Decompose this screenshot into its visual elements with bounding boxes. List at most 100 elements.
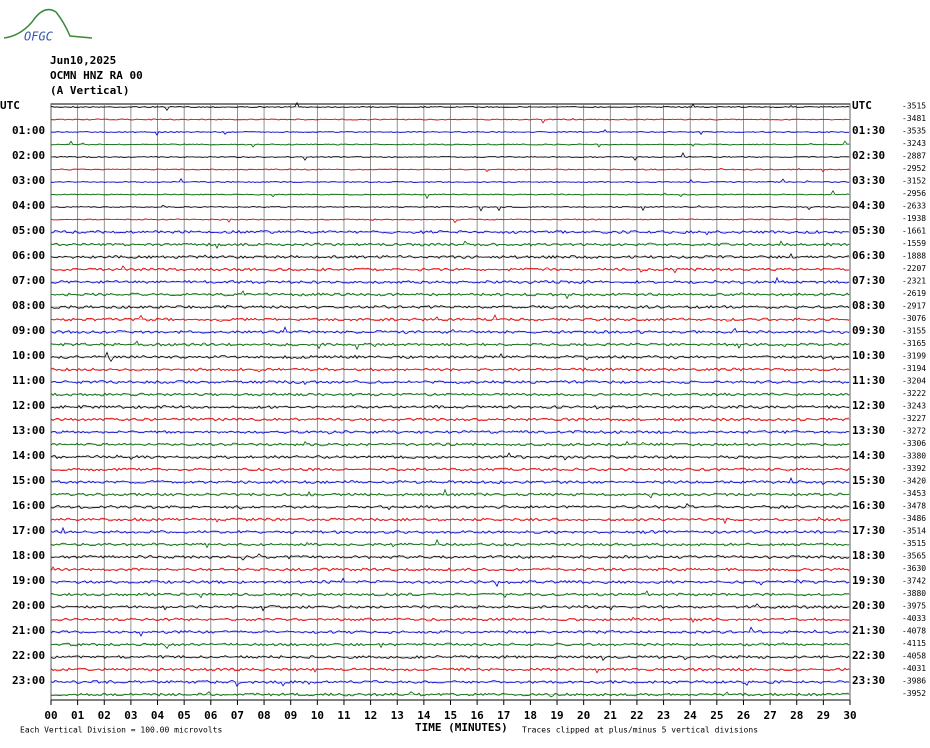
- trace-mean: -3952: [902, 689, 926, 698]
- right-time-label: 17:30: [852, 524, 885, 537]
- trace: [50, 218, 850, 224]
- right-time-label: 10:30: [852, 349, 885, 362]
- left-time-label: 10:00: [12, 349, 45, 362]
- x-tick-label: 26: [737, 709, 751, 722]
- logo-text: OFGC: [24, 30, 54, 44]
- left-time-label: 18:00: [12, 549, 45, 562]
- x-tick-label: 09: [284, 709, 297, 722]
- trace: [50, 655, 850, 662]
- trace: [50, 190, 850, 200]
- x-tick-label: 20: [577, 709, 590, 722]
- right-time-label: 20:30: [852, 599, 885, 612]
- left-time-label: 09:00: [12, 324, 45, 337]
- left-time-label: 08:00: [12, 299, 45, 312]
- trace: [50, 538, 850, 549]
- left-time-label: 16:00: [12, 499, 45, 512]
- trace: [50, 488, 850, 499]
- trace: [51, 691, 850, 698]
- trace: [50, 603, 850, 612]
- right-time-label: 04:30: [852, 199, 885, 212]
- trace: [50, 404, 850, 410]
- x-tick-label: 10: [311, 709, 324, 722]
- trace: [50, 265, 849, 274]
- x-tick-label: 19: [550, 709, 563, 722]
- trace-mean: -1888: [902, 252, 926, 261]
- trace-mean: -3975: [902, 602, 926, 611]
- component: (A Vertical): [50, 84, 129, 97]
- trace: [50, 276, 850, 285]
- trace-mean: -3630: [902, 564, 926, 573]
- x-tick-label: 16: [471, 709, 485, 722]
- trace: [50, 101, 850, 112]
- x-tick-label: 02: [98, 709, 111, 722]
- trace: [50, 642, 850, 650]
- trace-mean: -2321: [902, 277, 926, 286]
- trace-mean: -3243: [902, 139, 926, 148]
- trace-mean: -4031: [902, 664, 926, 673]
- trace: [50, 351, 850, 363]
- trace: [50, 326, 850, 334]
- trace-mean: -3227: [902, 414, 926, 423]
- trace: [50, 680, 850, 687]
- trace-mean: -2619: [902, 289, 926, 298]
- trace: [50, 477, 850, 486]
- right-time-label: 21:30: [852, 624, 885, 637]
- x-tick-label: 13: [391, 709, 404, 722]
- left-time-label: 23:00: [12, 674, 45, 687]
- trace-mean: -2917: [902, 302, 926, 311]
- trace-mean: -3306: [902, 439, 926, 448]
- right-time-label: 13:30: [852, 424, 885, 437]
- trace: [50, 503, 850, 511]
- trace: [50, 590, 850, 599]
- trace-mean: -3453: [902, 489, 926, 498]
- division-note: Each Vertical Division = 100.00 microvol…: [20, 726, 222, 735]
- x-tick-label: 11: [337, 709, 351, 722]
- trace-mean: -4078: [902, 627, 926, 636]
- trace-mean: -3515: [902, 102, 926, 111]
- trace-mean: -3478: [902, 502, 926, 511]
- right-time-label: 09:30: [852, 324, 885, 337]
- left-time-label: 07:00: [12, 274, 45, 287]
- trace: [50, 367, 850, 373]
- trace-mean: -1559: [902, 239, 926, 248]
- trace: [50, 118, 850, 124]
- x-tick-label: 08: [257, 709, 270, 722]
- trace: [50, 229, 850, 236]
- date: Jun10,2025: [50, 54, 116, 67]
- trace: [50, 626, 850, 637]
- trace: [51, 204, 850, 212]
- trace-mean: -3420: [902, 477, 926, 486]
- x-tick-label: 14: [417, 709, 431, 722]
- x-tick-label: 03: [124, 709, 137, 722]
- x-tick-label: 07: [231, 709, 244, 722]
- x-tick-label: 04: [151, 709, 165, 722]
- right-time-label: 06:30: [852, 249, 885, 262]
- trace: [50, 566, 850, 572]
- x-tick-label: 23: [657, 709, 670, 722]
- trace: [50, 417, 850, 422]
- x-tick-label: 15: [444, 709, 457, 722]
- x-tick-label: 22: [630, 709, 643, 722]
- trace: [50, 167, 850, 173]
- x-tick-label: 00: [44, 709, 57, 722]
- trace-mean: -1938: [902, 214, 926, 223]
- trace: [50, 152, 849, 161]
- trace: [50, 392, 850, 397]
- trace-mean: -3392: [902, 464, 926, 473]
- right-time-label: 08:30: [852, 299, 885, 312]
- trace-mean: -3486: [902, 514, 926, 523]
- trace-mean: -3243: [902, 402, 926, 411]
- trace-mean: -3165: [902, 339, 926, 348]
- right-time-label: 23:30: [852, 674, 885, 687]
- trace-mean: -2207: [902, 264, 926, 273]
- trace-mean: -4115: [902, 639, 926, 648]
- right-time-label: 19:30: [852, 574, 885, 587]
- left-time-label: 04:00: [12, 199, 45, 212]
- trace-mean: -2956: [902, 189, 926, 198]
- trace: [50, 380, 850, 386]
- left-time-label: 12:00: [12, 399, 45, 412]
- trace-mean: -3514: [902, 527, 926, 536]
- trace: [50, 340, 850, 351]
- trace: [50, 304, 850, 310]
- left-time-label: 11:00: [12, 374, 45, 387]
